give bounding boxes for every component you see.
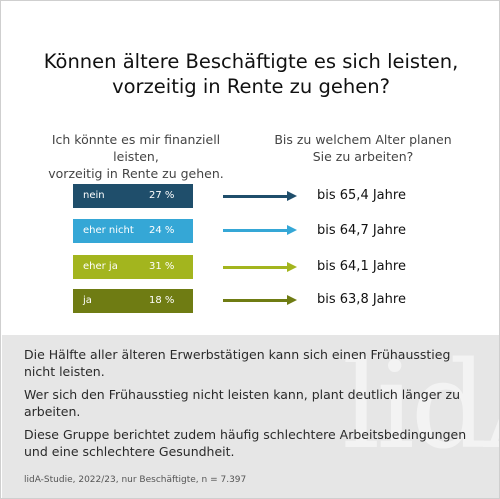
planned-age: bis 63,8 Jahre [317,292,406,307]
answer-label: nein [83,190,105,201]
answer-percent: 24 % [149,225,175,236]
answer-label: eher nicht [83,225,134,236]
answer-bar-eher-ja: eher ja 31 % [73,255,193,279]
finding-text: Die Hälfte aller älteren Erwerbstätigen … [24,347,451,379]
findings-panel: lidA Die Hälfte aller älteren Erwerbstät… [2,335,499,498]
answer-label: eher ja [83,261,118,272]
arrow-right-icon [223,262,297,274]
planned-age: bis 64,1 Jahre [317,259,406,274]
answer-bar-eher-nicht: eher nicht 24 % [73,219,193,243]
lida-logo-watermark: lidA [342,337,499,476]
arrow-right-icon [223,225,297,237]
left-column-header: Ich könnte es mir finanziell leisten, vo… [48,132,224,181]
answer-percent: 31 % [149,261,175,272]
answer-percent: 18 % [149,295,175,306]
planned-age: bis 65,4 Jahre [317,188,406,203]
arrow-right-icon [223,295,297,307]
planned-age: bis 64,7 Jahre [317,223,406,238]
arrow-right-icon [223,191,297,203]
answer-label: ja [83,295,92,306]
answer-bar-nein: nein 27 % [73,184,193,208]
finding-text: Diese Gruppe berichtet zudem häufig schl… [24,427,467,459]
answer-bar-ja: ja 18 % [73,289,193,313]
answer-percent: 27 % [149,190,175,201]
chart-title: Können ältere Beschäftigte es sich leist… [43,50,459,98]
finding-text: Wer sich den Frühausstieg nicht leisten … [24,387,461,419]
source-note: lidA-Studie, 2022/23, nur Beschäftigte, … [24,475,247,485]
right-column-header: Bis zu welchem Alter planen Sie zu arbei… [274,132,452,164]
